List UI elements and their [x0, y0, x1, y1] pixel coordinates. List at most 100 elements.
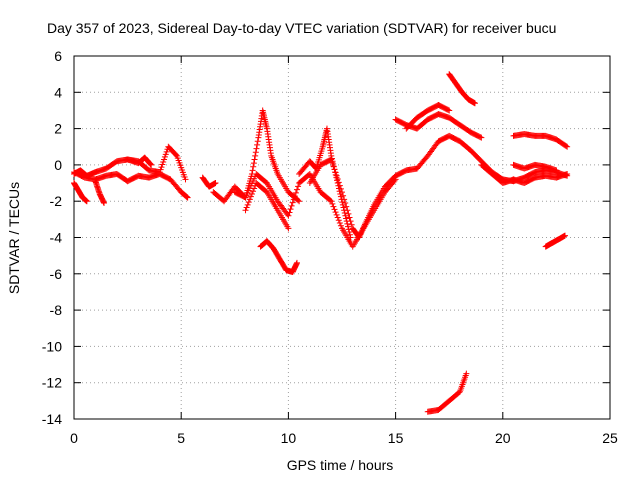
- data-point: [331, 166, 338, 173]
- data-point: [295, 197, 302, 204]
- data-point: [360, 224, 367, 231]
- data-point: [564, 170, 571, 177]
- data-point: [360, 225, 367, 232]
- data-point: [328, 156, 335, 163]
- data-point: [337, 185, 344, 192]
- data-point: [286, 209, 293, 216]
- data-point: [340, 204, 347, 211]
- data-point: [357, 231, 364, 238]
- data-point: [344, 220, 351, 227]
- data-point: [335, 179, 342, 186]
- data-point: [182, 176, 189, 183]
- data-point: [332, 209, 339, 216]
- data-point: [146, 160, 153, 167]
- data-point: [252, 152, 259, 159]
- data-point: [246, 196, 253, 203]
- data-point: [288, 202, 295, 209]
- x-tick-label: 15: [388, 430, 404, 446]
- y-tick-label: -12: [42, 375, 62, 391]
- chart-title: Day 357 of 2023, Sidereal Day-to-day VTE…: [47, 20, 556, 36]
- data-point: [342, 212, 349, 219]
- data-point: [345, 210, 352, 217]
- data-point: [340, 192, 347, 199]
- series-arc-h: [231, 107, 303, 205]
- data-point: [341, 209, 348, 216]
- series-arc-c: [71, 180, 90, 205]
- data-point: [561, 232, 568, 239]
- data-point: [250, 160, 257, 167]
- data-point: [327, 197, 334, 204]
- data-point: [158, 164, 165, 171]
- data-point: [446, 107, 453, 114]
- data-point: [329, 159, 336, 166]
- data-point: [253, 145, 260, 152]
- y-tick-label: 0: [54, 157, 62, 173]
- y-axis-label: SDTVAR / TECUs: [6, 182, 22, 294]
- data-point: [361, 222, 368, 229]
- series-arc-p: [446, 71, 478, 107]
- data-point: [250, 188, 257, 195]
- data-point: [347, 234, 354, 241]
- data-point: [250, 163, 257, 170]
- data-point: [295, 183, 302, 190]
- data-point: [342, 200, 349, 207]
- data-point: [160, 158, 167, 165]
- data-point: [292, 189, 299, 196]
- grid-lines: [74, 56, 610, 419]
- data-point: [289, 199, 296, 206]
- data-point: [148, 161, 155, 168]
- data-point: [212, 180, 219, 187]
- series-arc-d: [92, 178, 108, 207]
- data-point: [331, 206, 338, 213]
- axis-ticks: 0 5 10 15 20 25 -14 -12 -10 -8 -6 -4 -2 0 2 4 6: [42, 48, 618, 446]
- series-arc-g: [210, 170, 399, 250]
- data-point: [336, 219, 343, 226]
- data-point: [287, 206, 294, 213]
- series-arc-u: [424, 370, 470, 415]
- data-point: [183, 194, 190, 201]
- series-arc-t: [542, 232, 568, 250]
- data-point: [173, 151, 180, 158]
- data-point: [361, 221, 368, 228]
- data-point: [159, 161, 166, 168]
- data-point: [343, 203, 350, 210]
- data-point: [328, 198, 335, 205]
- data-point: [161, 156, 168, 163]
- data-point: [330, 203, 337, 210]
- data-point: [346, 214, 353, 221]
- x-tick-label: 0: [70, 430, 78, 446]
- data-point: [293, 186, 300, 193]
- data-point: [242, 207, 249, 214]
- data-point: [341, 196, 348, 203]
- data-point: [477, 134, 484, 141]
- data-point: [564, 143, 571, 150]
- data-point: [478, 134, 485, 141]
- series-arc-l: [306, 156, 421, 241]
- series-arc-q: [478, 161, 571, 187]
- data-point: [245, 199, 252, 206]
- data-point: [101, 200, 108, 207]
- y-tick-label: 2: [54, 121, 62, 137]
- data-point: [336, 182, 343, 189]
- data-point: [334, 214, 341, 221]
- data-point: [296, 198, 303, 205]
- x-axis-label: GPS time / hours: [287, 457, 394, 473]
- data-point: [332, 169, 339, 176]
- series-arc-r: [510, 131, 571, 150]
- y-tick-label: -14: [42, 411, 62, 427]
- data-point: [348, 221, 355, 228]
- series-arc-b: [71, 169, 191, 201]
- data-point: [330, 162, 337, 169]
- series-arc-f: [199, 174, 219, 190]
- data-point: [254, 141, 261, 148]
- data-point: [359, 227, 366, 234]
- data-point: [346, 231, 353, 238]
- series-arc-j: [257, 238, 300, 275]
- x-tick-label: 20: [495, 430, 511, 446]
- data-point: [248, 190, 255, 197]
- data-point: [337, 222, 344, 229]
- x-tick-label: 5: [177, 430, 185, 446]
- data-point: [358, 230, 365, 237]
- data-point: [344, 207, 351, 214]
